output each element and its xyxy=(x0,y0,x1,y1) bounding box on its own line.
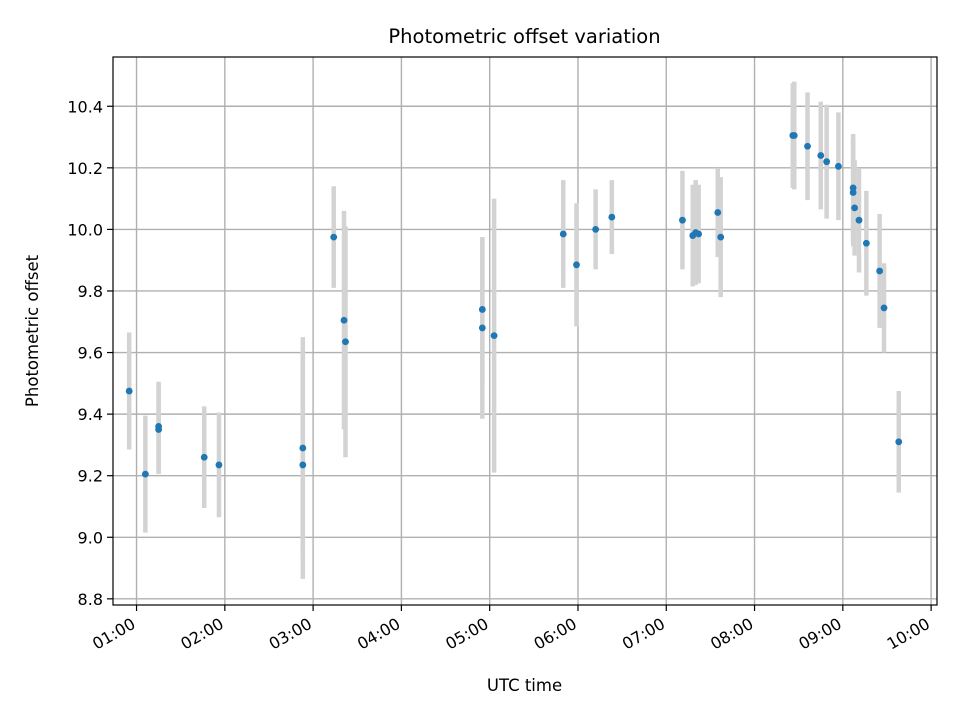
x-tick-label: 09:00 xyxy=(795,614,844,654)
x-tick-label: 10:00 xyxy=(884,614,933,654)
x-tick-label: 01:00 xyxy=(89,614,138,654)
data-point xyxy=(478,324,486,332)
y-tick-label: 9.2 xyxy=(78,467,103,486)
data-point xyxy=(330,233,338,241)
data-point xyxy=(695,230,703,238)
data-point xyxy=(155,426,163,433)
data-point xyxy=(342,338,349,346)
data-point xyxy=(679,216,686,224)
plot-frame xyxy=(112,56,938,606)
x-tick-label: 02:00 xyxy=(177,614,226,654)
data-point xyxy=(608,213,616,221)
data-point xyxy=(849,189,857,196)
data-point xyxy=(880,304,888,312)
y-tick-label: 9.0 xyxy=(78,528,103,547)
data-point xyxy=(340,316,348,324)
y-tick-label: 9.6 xyxy=(78,344,103,363)
x-tick-label: 08:00 xyxy=(707,614,756,654)
data-point xyxy=(299,461,307,469)
y-tick-label: 9.8 xyxy=(78,282,103,301)
chart-title: Photometric offset variation xyxy=(388,25,660,48)
data-points xyxy=(125,132,903,478)
data-point xyxy=(862,239,870,247)
data-point xyxy=(714,209,722,216)
data-point xyxy=(125,387,133,395)
error-bars xyxy=(126,81,901,579)
data-point xyxy=(717,233,725,241)
data-point xyxy=(299,444,307,452)
data-point xyxy=(559,230,567,238)
data-point xyxy=(200,453,208,461)
y-tick-label: 9.4 xyxy=(78,405,103,424)
y-tick-label: 10.2 xyxy=(67,159,103,178)
data-point xyxy=(855,216,863,224)
y-tick-label: 10.0 xyxy=(67,220,103,239)
axis-ticks: 01:00 02:00 03:00 04:00 05:00 06:00 07:00 08:00… xyxy=(67,97,933,653)
x-tick-label: 06:00 xyxy=(531,614,580,654)
grid xyxy=(113,57,937,605)
data-point xyxy=(895,438,903,446)
data-point xyxy=(817,152,825,159)
x-axis-label: UTC time xyxy=(487,676,562,695)
x-tick-label: 04:00 xyxy=(354,614,403,654)
data-point xyxy=(851,204,858,212)
x-tick-label: 05:00 xyxy=(442,614,491,654)
data-point xyxy=(835,162,842,170)
data-point xyxy=(141,470,149,478)
data-point xyxy=(490,332,498,340)
data-point xyxy=(790,132,798,139)
data-point xyxy=(823,158,831,166)
y-axis-label: Photometric offset xyxy=(23,254,42,407)
y-tick-label: 8.8 xyxy=(78,590,103,609)
data-point xyxy=(876,267,884,275)
x-tick-label: 07:00 xyxy=(619,614,668,654)
data-point xyxy=(592,226,600,233)
data-point xyxy=(573,261,580,269)
data-point xyxy=(478,306,486,313)
data-point xyxy=(804,142,811,150)
y-tick-label: 10.4 xyxy=(67,97,103,116)
data-point xyxy=(215,461,223,469)
x-tick-label: 03:00 xyxy=(266,614,315,654)
